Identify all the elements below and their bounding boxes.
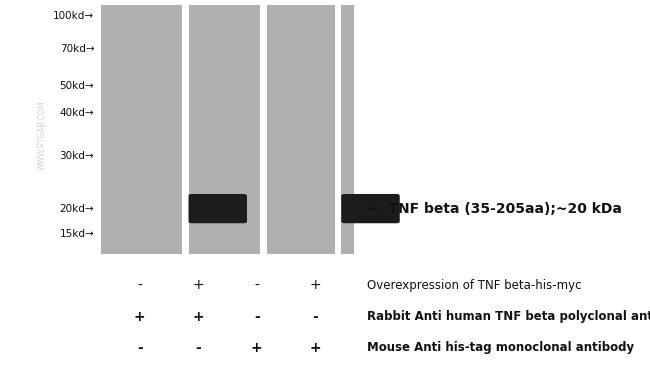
Text: +: +: [251, 341, 263, 355]
Text: 70kd→: 70kd→: [60, 44, 94, 55]
Bar: [101, 5, 354, 254]
Text: +: +: [192, 310, 204, 324]
Text: -: -: [254, 279, 259, 292]
Text: 50kd→: 50kd→: [60, 81, 94, 91]
Text: +: +: [134, 310, 146, 324]
Text: -: -: [196, 341, 201, 355]
Text: -: -: [313, 310, 318, 324]
Text: Overexpression of TNF beta-his-myc: Overexpression of TNF beta-his-myc: [367, 279, 582, 292]
Text: 20kd→: 20kd→: [60, 203, 94, 214]
FancyBboxPatch shape: [188, 194, 247, 223]
Text: -: -: [137, 279, 142, 292]
Text: 100kd→: 100kd→: [53, 11, 94, 22]
Bar: [182, 5, 188, 254]
Text: 30kd→: 30kd→: [60, 150, 94, 161]
Text: 15kd→: 15kd→: [60, 229, 94, 239]
Text: +: +: [309, 279, 321, 292]
Text: +: +: [309, 341, 321, 355]
Text: Rabbit Anti human TNF beta polyclonal antibody: Rabbit Anti human TNF beta polyclonal an…: [367, 310, 650, 323]
Text: 40kd→: 40kd→: [60, 108, 94, 119]
FancyBboxPatch shape: [341, 194, 400, 223]
Bar: [260, 5, 266, 254]
Text: Mouse Anti his-tag monoclonal antibody: Mouse Anti his-tag monoclonal antibody: [367, 341, 634, 354]
Bar: [335, 5, 341, 254]
Text: -: -: [254, 310, 259, 324]
Text: WWW.PTGAB.COM: WWW.PTGAB.COM: [38, 101, 47, 170]
Text: -: -: [137, 341, 142, 355]
Text: +: +: [192, 279, 204, 292]
Text: ←  TNF beta (35-205aa);~20 kDa: ← TNF beta (35-205aa);~20 kDa: [367, 202, 622, 216]
